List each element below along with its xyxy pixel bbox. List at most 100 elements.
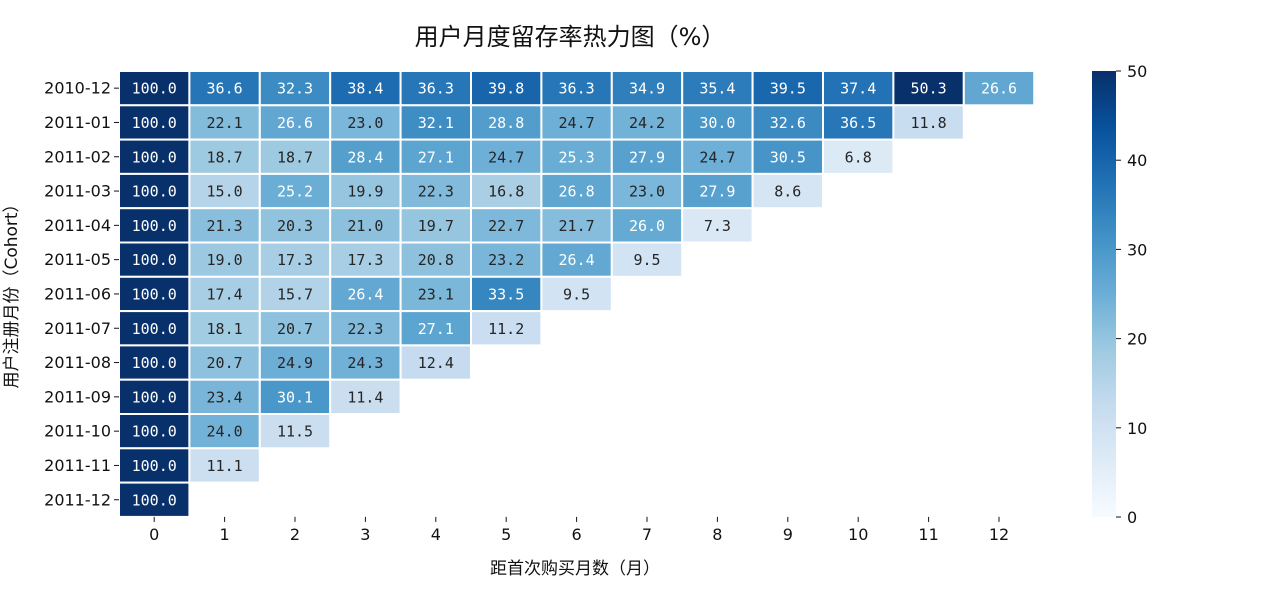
- cell-value-label: 15.7: [277, 285, 313, 303]
- heatmap-cell: [258, 310, 332, 347]
- y-axis-label: 用户注册月份（Cohort）: [2, 195, 22, 388]
- cell-value-label: 27.9: [629, 148, 665, 166]
- cell-value-label: 23.1: [418, 285, 454, 303]
- heatmap-cell: [188, 413, 261, 450]
- cell-value-label: 26.4: [559, 251, 595, 269]
- x-tick-label: 8: [712, 525, 722, 544]
- heatmap-cell: [610, 241, 684, 278]
- cell-value-label: 100.0: [132, 217, 177, 235]
- cell-value-label: 17.3: [347, 251, 383, 269]
- cell-value-label: 27.9: [699, 183, 735, 201]
- cell-value-label: 11.5: [277, 423, 313, 441]
- heatmap-cell: [188, 447, 261, 484]
- colorbar-tick-label: 0: [1127, 508, 1137, 527]
- heatmap-cell: [610, 207, 684, 244]
- cell-value-label: 20.8: [418, 251, 454, 269]
- cell-value-label: 18.7: [207, 148, 243, 166]
- cell-value-label: 24.9: [277, 354, 313, 372]
- cell-value-label: 26.8: [559, 183, 595, 201]
- cell-value-label: 100.0: [132, 457, 177, 475]
- heatmap-cell: [399, 207, 473, 244]
- heatmap-cells: 100.0 36.6 32.3 38.4 36.3 39.8 36.3 34.9 35.4 39.…: [118, 70, 1036, 518]
- cell-value-label: 23.0: [629, 183, 665, 201]
- cell-value-label: 7.3: [704, 217, 731, 235]
- cell-value-label: 28.8: [488, 114, 524, 132]
- heatmap-cell: [822, 138, 895, 175]
- heatmap-cell: [751, 70, 824, 107]
- heatmap-cell: [188, 344, 261, 381]
- cell-value-label: 11.4: [347, 388, 383, 406]
- y-tick-label: 2011-11: [44, 456, 111, 475]
- cell-value-label: 39.5: [770, 80, 806, 98]
- cell-value-label: 26.6: [981, 80, 1017, 98]
- x-tick-label: 10: [848, 525, 868, 544]
- heatmap-cell: [258, 104, 332, 141]
- x-axis-ticks: 0 1 2 3 4 5 6 7 8 9 10 11 12: [149, 516, 1009, 544]
- heatmap-cell: [258, 344, 332, 381]
- cell-value-label: 19.9: [347, 183, 383, 201]
- colorbar-ticks: 0 10 20 30 40 50: [1116, 62, 1147, 527]
- y-tick-label: 2011-04: [44, 216, 111, 235]
- cell-value-label: 21.3: [207, 217, 243, 235]
- cell-value-label: 27.1: [418, 148, 454, 166]
- cell-value-label: 34.9: [629, 80, 665, 98]
- heatmap-cell: [118, 481, 191, 518]
- heatmap-cell: [188, 207, 261, 244]
- cell-value-label: 20.3: [277, 217, 313, 235]
- cell-value-label: 100.0: [132, 80, 177, 98]
- heatmap-cell: [681, 104, 754, 141]
- y-tick-label: 2011-10: [44, 422, 111, 441]
- heatmap-cell: [329, 378, 402, 416]
- cell-value-label: 19.0: [207, 251, 243, 269]
- colorbar: 0 10 20 30 40 50: [1092, 62, 1147, 527]
- cell-value-label: 33.5: [488, 285, 524, 303]
- cell-value-label: 24.7: [488, 148, 524, 166]
- y-tick-label: 2011-07: [44, 319, 111, 338]
- y-tick-label: 2011-02: [44, 147, 111, 166]
- heatmap-cell: [399, 310, 473, 347]
- cell-value-label: 15.0: [207, 183, 243, 201]
- cell-value-label: 32.3: [277, 80, 313, 98]
- cell-value-label: 9.5: [633, 251, 660, 269]
- cell-value-label: 32.1: [418, 114, 454, 132]
- cell-value-label: 20.7: [207, 354, 243, 372]
- colorbar-gradient: [1092, 71, 1116, 517]
- heatmap-cell: [329, 275, 402, 313]
- cell-value-label: 23.0: [347, 114, 383, 132]
- cell-value-label: 32.6: [770, 114, 806, 132]
- cell-value-label: 18.7: [277, 148, 313, 166]
- cell-value-label: 100.0: [132, 388, 177, 406]
- colorbar-tick-label: 20: [1127, 330, 1147, 349]
- cell-value-label: 23.2: [488, 251, 524, 269]
- cell-value-label: 100.0: [132, 285, 177, 303]
- heatmap-cell: [399, 275, 473, 313]
- x-tick-label: 3: [360, 525, 370, 544]
- cell-value-label: 17.4: [207, 285, 243, 303]
- heatmap-cell: [470, 104, 543, 141]
- heatmap-cell: [540, 275, 613, 313]
- colorbar-tick-label: 50: [1127, 62, 1147, 81]
- cell-value-label: 100.0: [132, 354, 177, 372]
- heatmap-cell: [329, 241, 402, 278]
- cell-value-label: 28.4: [347, 148, 383, 166]
- y-tick-label: 2011-12: [44, 490, 111, 509]
- heatmap-cell: [118, 172, 191, 210]
- y-tick-label: 2011-05: [44, 250, 111, 269]
- cell-value-label: 26.0: [629, 217, 665, 235]
- cell-value-label: 100.0: [132, 114, 177, 132]
- heatmap-cell: [118, 241, 191, 278]
- cell-value-label: 22.3: [347, 320, 383, 338]
- cell-value-label: 25.2: [277, 183, 313, 201]
- heatmap-cell: [118, 447, 191, 484]
- cell-value-label: 8.6: [774, 183, 801, 201]
- x-tick-label: 12: [989, 525, 1009, 544]
- cell-value-label: 30.1: [277, 388, 313, 406]
- x-tick-label: 0: [149, 525, 159, 544]
- cell-value-label: 22.7: [488, 217, 524, 235]
- cell-value-label: 25.3: [559, 148, 595, 166]
- x-tick-label: 11: [918, 525, 938, 544]
- colorbar-tick-label: 30: [1127, 240, 1147, 259]
- heatmap-cell: [751, 104, 824, 141]
- y-tick-label: 2011-08: [44, 353, 111, 372]
